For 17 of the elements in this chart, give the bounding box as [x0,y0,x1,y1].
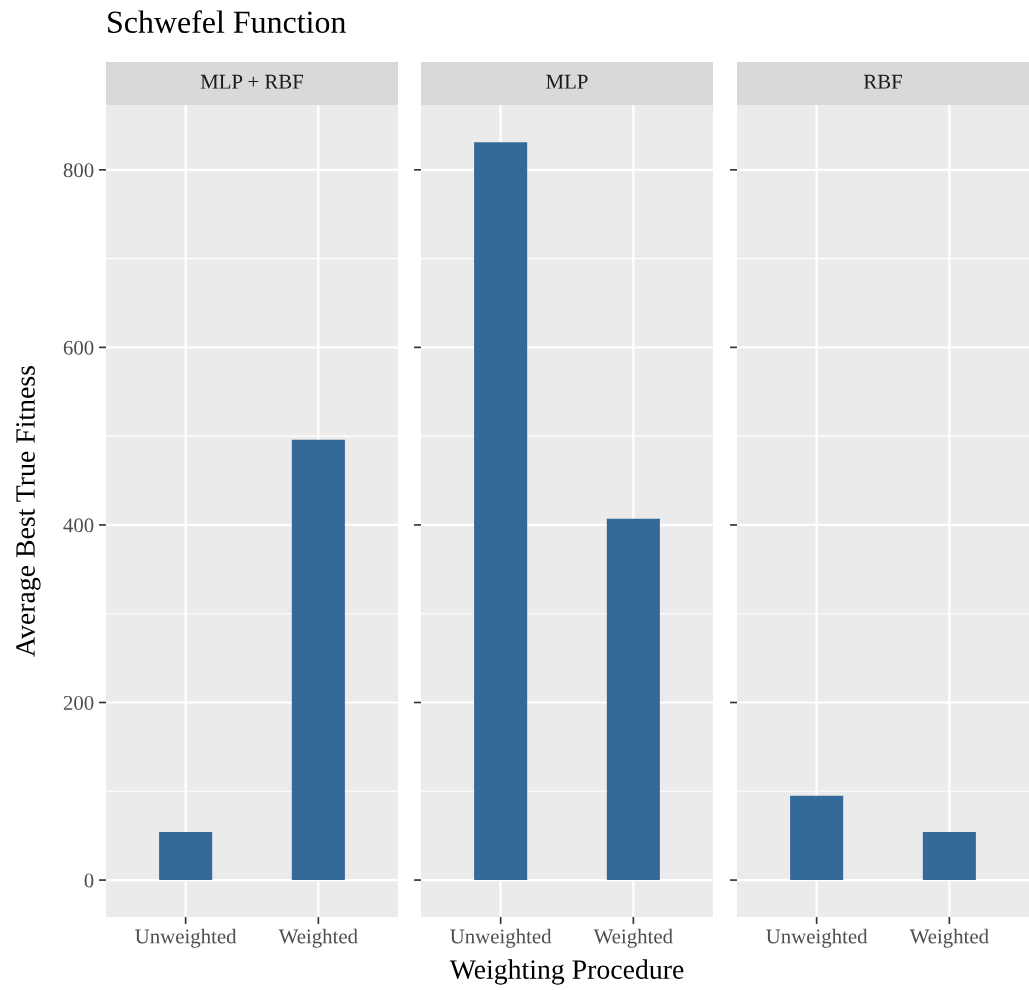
x-tick-label: Weighted [593,928,673,948]
chart-title: RBF [863,74,902,89]
y-axis-title: Average Best True Fitness [16,366,41,657]
y-tick-label: 600 [63,340,94,355]
x-tick-label: Unweighted [766,928,868,948]
y-tick-label: 400 [63,518,94,533]
chart-title: MLP [546,74,588,89]
x-tick-label: Weighted [909,928,989,948]
text: Schwefel Function [108,10,346,33]
x-tick-label: Unweighted [135,928,237,948]
y-tick-label: 200 [63,695,94,710]
x-tick-label: Weighted [278,928,358,948]
x-tick-label: Unweighted [450,928,552,948]
x-axis-title: Weighting Procedure [449,959,684,985]
chart-title: MLP + RBF [200,74,304,89]
y-tick-label: 0 [84,873,94,888]
y-tick-label: 800 [63,163,94,178]
